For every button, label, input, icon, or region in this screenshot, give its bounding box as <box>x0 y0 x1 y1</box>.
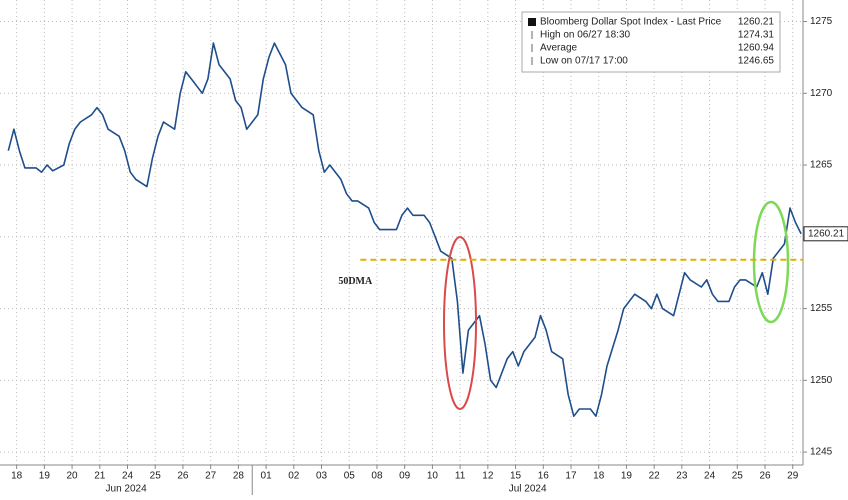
price-line <box>7 42 802 417</box>
legend-value: 1260.21 <box>738 17 775 28</box>
legend-swatch <box>528 18 536 26</box>
legend-value: 1274.31 <box>738 30 775 41</box>
x-tick-label: 22 <box>649 471 661 482</box>
last-price-tag <box>803 226 848 242</box>
legend-label: Average <box>540 43 578 54</box>
x-tick-label: 24 <box>122 471 134 482</box>
x-tick-label: 17 <box>565 471 577 482</box>
x-tick-label: 05 <box>344 471 356 482</box>
legend-box <box>521 11 781 73</box>
x-tick-label: 12 <box>482 471 494 482</box>
reference-line-label: 50DMA <box>338 276 373 287</box>
x-tick-label: 19 <box>621 471 633 482</box>
y-tick-label: 1275 <box>810 16 833 27</box>
y-tick-label: 1255 <box>810 303 833 314</box>
x-tick-label: 11 <box>455 471 466 482</box>
x-tick-label: 01 <box>261 471 273 482</box>
legend-label: Low on 07/17 17:00 <box>540 56 628 67</box>
x-tick-label: 26 <box>759 471 771 482</box>
y-tick-label: 1265 <box>810 160 833 171</box>
y-tick-label: 1250 <box>810 375 833 386</box>
y-tick-label: 1245 <box>810 447 833 458</box>
x-tick-label: 03 <box>316 471 328 482</box>
x-tick-label: 25 <box>732 471 744 482</box>
x-tick-label: 27 <box>205 471 217 482</box>
x-tick-label: 08 <box>371 471 383 482</box>
x-tick-label: 25 <box>150 471 162 482</box>
legend-label: High on 06/27 18:30 <box>540 30 631 41</box>
legend-value: 1246.65 <box>738 56 775 67</box>
x-tick-label: 18 <box>593 471 605 482</box>
x-tick-label: 23 <box>676 471 688 482</box>
x-tick-label: 16 <box>538 471 550 482</box>
x-tick-label: 29 <box>787 471 799 482</box>
legend-value: 1260.94 <box>738 43 775 54</box>
x-tick-label: 24 <box>704 471 716 482</box>
highlight-ellipse <box>443 236 477 410</box>
x-tick-label: 18 <box>11 471 23 482</box>
x-tick-label: 19 <box>39 471 51 482</box>
x-tick-label: 10 <box>427 471 439 482</box>
x-group-label: Jul 2024 <box>509 484 547 495</box>
x-tick-label: 02 <box>288 471 300 482</box>
x-tick-label: 26 <box>177 471 189 482</box>
x-group-label: Jun 2024 <box>106 484 148 495</box>
last-price-label: 1260.21 <box>808 228 845 239</box>
x-tick-label: 20 <box>67 471 79 482</box>
y-tick-label: 1270 <box>810 88 833 99</box>
x-tick-label: 15 <box>510 471 522 482</box>
x-tick-label: 09 <box>399 471 411 482</box>
legend-label: Bloomberg Dollar Spot Index - Last Price <box>540 17 722 28</box>
x-tick-label: 21 <box>94 471 106 482</box>
highlight-ellipse <box>752 200 790 324</box>
x-tick-label: 28 <box>233 471 245 482</box>
